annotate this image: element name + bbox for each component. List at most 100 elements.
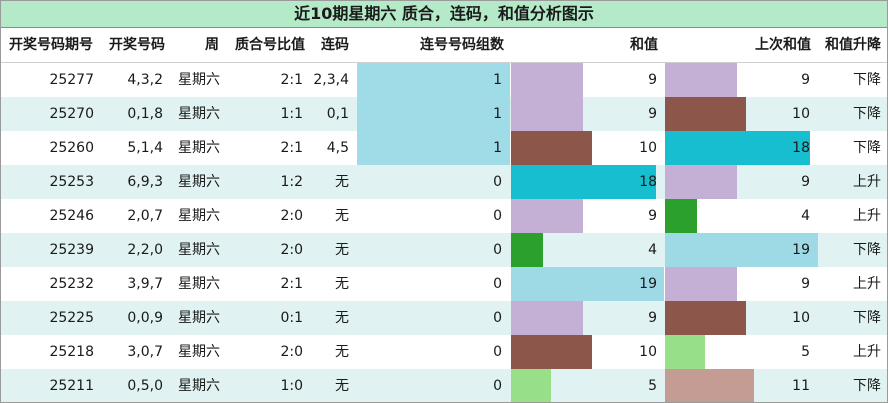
table-row: 25270 0,1,8 星期六 1:1 0,1 1 9 10 下降 [1, 97, 887, 131]
consec-groups-label: 1 [493, 106, 502, 122]
sum-label: 9 [648, 106, 657, 122]
header-ratio: 质合号比值 [235, 37, 305, 53]
trend-cell: 下降 [853, 378, 881, 394]
prev-sum-label: 11 [792, 378, 810, 394]
sum-bar [511, 63, 584, 97]
sum-label: 10 [639, 140, 657, 156]
numbers-cell: 2,2,0 [127, 242, 163, 258]
consecutive-cell: 无 [335, 208, 349, 224]
sum-label: 9 [648, 208, 657, 224]
weekday-cell: 星期六 [178, 106, 220, 122]
period-cell: 25260 [49, 140, 94, 156]
sum-bar [511, 369, 552, 402]
sum-label: 9 [648, 72, 657, 88]
consec-groups-bar [357, 97, 510, 131]
table-row: 25232 3,9,7 星期六 2:1 无 0 19 9 上升 [1, 267, 887, 301]
prev-sum-label: 4 [801, 208, 810, 224]
ratio-cell: 1:1 [280, 106, 303, 122]
ratio-cell: 0:1 [280, 310, 303, 326]
header-weekday: 周 [205, 37, 219, 53]
period-cell: 25253 [49, 174, 94, 190]
prev-sum-label: 10 [792, 106, 810, 122]
consecutive-cell: 4,5 [326, 140, 349, 156]
table-row: 25260 5,1,4 星期六 2:1 4,5 1 10 18 下降 [1, 131, 887, 165]
prev-sum-bar [665, 369, 754, 402]
prev-sum-label: 9 [801, 72, 810, 88]
table-row: 25239 2,2,0 星期六 2:0 无 0 4 19 下降 [1, 233, 887, 267]
header-row: 开奖号码期号 开奖号码 周 质合号比值 连码 连号号码组数 和值 上次和值 和值… [1, 28, 887, 63]
sum-bar [511, 335, 592, 369]
sum-bar [511, 97, 584, 131]
consec-groups-label: 1 [493, 140, 502, 156]
consec-groups-label: 0 [493, 344, 502, 360]
table-row: 25225 0,0,9 星期六 0:1 无 0 9 10 下降 [1, 301, 887, 335]
ratio-cell: 1:2 [280, 174, 303, 190]
prev-sum-label: 5 [801, 344, 810, 360]
prev-sum-label: 18 [792, 140, 810, 156]
period-cell: 25225 [49, 310, 94, 326]
weekday-cell: 星期六 [178, 174, 220, 190]
sum-bar [511, 165, 656, 199]
prev-sum-bar [665, 267, 738, 301]
numbers-cell: 3,0,7 [127, 344, 163, 360]
period-cell: 25232 [49, 276, 94, 292]
sum-label: 9 [648, 310, 657, 326]
consec-groups-bar [357, 131, 510, 165]
period-cell: 25218 [49, 344, 94, 360]
ratio-cell: 2:1 [280, 140, 303, 156]
prev-sum-label: 10 [792, 310, 810, 326]
weekday-cell: 星期六 [178, 242, 220, 258]
ratio-cell: 2:1 [280, 72, 303, 88]
consecutive-cell: 无 [335, 378, 349, 394]
weekday-cell: 星期六 [178, 140, 220, 156]
period-cell: 25239 [49, 242, 94, 258]
trend-cell: 上升 [853, 208, 881, 224]
table-row: 25253 6,9,3 星期六 1:2 无 0 18 9 上升 [1, 165, 887, 199]
sum-label: 5 [648, 378, 657, 394]
weekday-cell: 星期六 [178, 72, 220, 88]
period-cell: 25246 [49, 208, 94, 224]
consec-groups-label: 0 [493, 242, 502, 258]
prev-sum-bar [665, 131, 810, 165]
chart-title: 近10期星期六 质合，连码，和值分析图示 [1, 1, 887, 28]
prev-sum-bar [665, 233, 818, 267]
numbers-cell: 0,0,9 [127, 310, 163, 326]
sum-label: 10 [639, 344, 657, 360]
trend-cell: 下降 [853, 140, 881, 156]
sum-label: 18 [639, 174, 657, 190]
consec-groups-bar [357, 63, 510, 97]
consecutive-cell: 无 [335, 242, 349, 258]
weekday-cell: 星期六 [178, 276, 220, 292]
period-cell: 25211 [49, 378, 94, 394]
sum-bar [511, 267, 664, 301]
consecutive-cell: 0,1 [326, 106, 349, 122]
numbers-cell: 0,1,8 [127, 106, 163, 122]
table-row: 25211 0,5,0 星期六 1:0 无 0 5 11 下降 [1, 369, 887, 402]
prev-sum-bar [665, 301, 746, 335]
ratio-cell: 2:1 [280, 276, 303, 292]
consec-groups-label: 0 [493, 174, 502, 190]
header-prev-sum: 上次和值 [755, 37, 811, 53]
table-row: 25218 3,0,7 星期六 2:0 无 0 10 5 上升 [1, 335, 887, 369]
header-trend: 和值升降 [825, 37, 881, 53]
consecutive-cell: 无 [335, 310, 349, 326]
prev-sum-bar [665, 97, 746, 131]
table-row: 25277 4,3,2 星期六 2:1 2,3,4 1 9 9 下降 [1, 63, 887, 97]
consec-groups-label: 0 [493, 310, 502, 326]
header-consec-groups: 连号号码组数 [420, 37, 504, 53]
sum-bar [511, 199, 584, 233]
prev-sum-label: 9 [801, 276, 810, 292]
weekday-cell: 星期六 [178, 310, 220, 326]
header-numbers: 开奖号码 [109, 37, 165, 53]
prev-sum-bar [665, 199, 698, 233]
consecutive-cell: 2,3,4 [313, 72, 349, 88]
prev-sum-label: 9 [801, 174, 810, 190]
consecutive-cell: 无 [335, 344, 349, 360]
trend-cell: 上升 [853, 344, 881, 360]
numbers-cell: 2,0,7 [127, 208, 163, 224]
prev-sum-bar [665, 165, 738, 199]
header-consecutive: 连码 [321, 37, 349, 53]
ratio-cell: 2:0 [280, 344, 303, 360]
sum-bar [511, 233, 544, 267]
consec-groups-label: 0 [493, 378, 502, 394]
